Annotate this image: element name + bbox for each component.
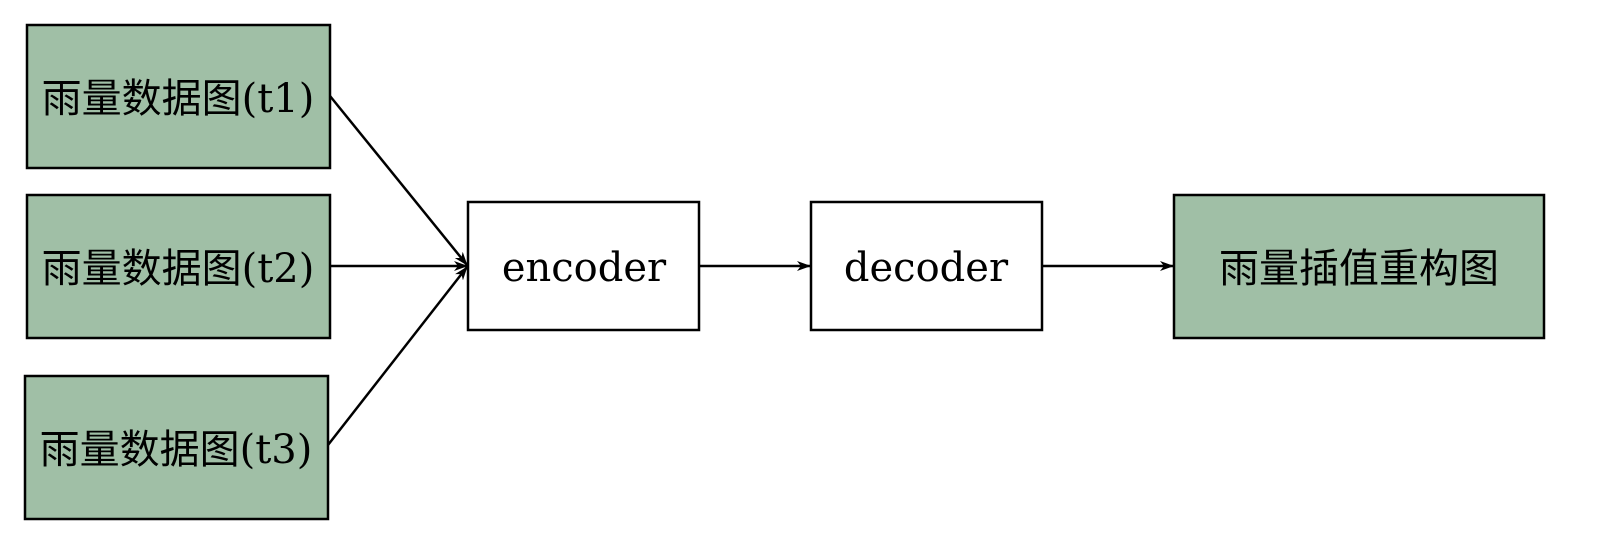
decoder-node: decoder bbox=[809, 200, 1044, 332]
output-node: 雨量插值重构图 bbox=[1172, 193, 1546, 340]
input-node-t2: 雨量数据图(t2) bbox=[25, 193, 332, 340]
input-node-t2-label: 雨量数据图(t2) bbox=[42, 246, 315, 292]
input-node-t3-label: 雨量数据图(t3) bbox=[40, 427, 313, 473]
input-node-t1-label: 雨量数据图(t1) bbox=[42, 76, 315, 122]
decoder-label: decoder bbox=[844, 245, 1009, 291]
output-label: 雨量插值重构图 bbox=[1219, 246, 1499, 292]
input-node-t1: 雨量数据图(t1) bbox=[25, 23, 332, 170]
encoder-node: encoder bbox=[466, 200, 701, 332]
input-node-t3: 雨量数据图(t3) bbox=[23, 374, 330, 521]
arrow-t1-to-encoder bbox=[329, 95, 468, 266]
arrow-t3-to-encoder bbox=[327, 266, 468, 446]
encoder-label: encoder bbox=[502, 245, 667, 291]
